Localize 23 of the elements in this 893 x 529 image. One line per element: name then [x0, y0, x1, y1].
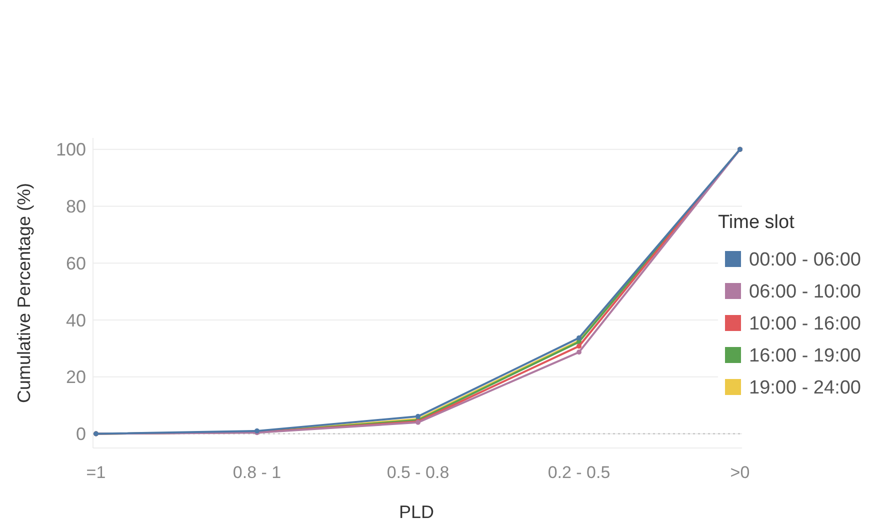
x-tick-label: >0 — [730, 463, 750, 482]
x-tick-label: 0.2 - 0.5 — [548, 463, 610, 482]
legend-label: 10:00 - 16:00 — [749, 314, 861, 335]
point — [576, 344, 582, 349]
legend-label: 06:00 - 10:00 — [749, 282, 861, 303]
y-tick-label: 60 — [66, 253, 86, 274]
y-tick-label: 0 — [76, 424, 86, 444]
point — [576, 335, 582, 340]
y-tick-label: 80 — [66, 196, 86, 217]
x-tick-label: 0.5 - 0.8 — [386, 463, 450, 482]
point — [416, 414, 420, 419]
x-tick-label: =1 — [86, 463, 106, 482]
y-tick-label: 20 — [66, 367, 86, 388]
y-axis-title: Cumulative Percentage (%) — [14, 182, 34, 404]
y-tick-label: 100 — [56, 140, 86, 160]
legend-title: Time slot — [718, 212, 796, 233]
x-axis-title: PLD — [398, 502, 434, 522]
x-tick-label: 0.8 - 1 — [232, 463, 282, 482]
legend-label: 00:00 - 06:00 — [749, 250, 861, 271]
legend-label: 19:00 - 24:00 — [749, 378, 861, 399]
legend-label: 16:00 - 19:00 — [749, 346, 861, 367]
point — [576, 350, 582, 355]
y-tick-label: 40 — [66, 310, 86, 330]
